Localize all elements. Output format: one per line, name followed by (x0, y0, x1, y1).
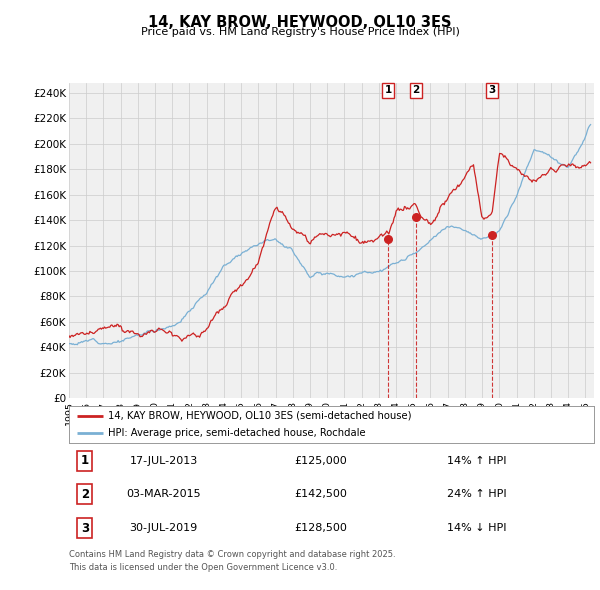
Text: 14, KAY BROW, HEYWOOD, OL10 3ES: 14, KAY BROW, HEYWOOD, OL10 3ES (148, 15, 452, 30)
Text: 3: 3 (80, 522, 89, 535)
Text: 24% ↑ HPI: 24% ↑ HPI (447, 490, 506, 499)
Text: 03-MAR-2015: 03-MAR-2015 (126, 490, 201, 499)
Text: 1: 1 (385, 85, 392, 95)
Text: This data is licensed under the Open Government Licence v3.0.: This data is licensed under the Open Gov… (69, 563, 337, 572)
Text: 2: 2 (80, 488, 89, 501)
Text: £128,500: £128,500 (295, 523, 347, 533)
Text: £125,000: £125,000 (295, 456, 347, 466)
Text: 14% ↓ HPI: 14% ↓ HPI (447, 523, 506, 533)
Text: 17-JUL-2013: 17-JUL-2013 (130, 456, 197, 466)
Text: 30-JUL-2019: 30-JUL-2019 (130, 523, 197, 533)
Text: 14, KAY BROW, HEYWOOD, OL10 3ES (semi-detached house): 14, KAY BROW, HEYWOOD, OL10 3ES (semi-de… (109, 411, 412, 421)
Text: 14% ↑ HPI: 14% ↑ HPI (447, 456, 506, 466)
Point (383, 234, 393, 244)
Text: Price paid vs. HM Land Registry's House Price Index (HPI): Price paid vs. HM Land Registry's House … (140, 28, 460, 37)
Point (487, 230, 497, 240)
Text: 3: 3 (488, 85, 496, 95)
Text: HPI: Average price, semi-detached house, Rochdale: HPI: Average price, semi-detached house,… (109, 428, 366, 438)
Point (412, 212, 421, 222)
Text: 2: 2 (413, 85, 420, 95)
Text: 1: 1 (80, 454, 89, 467)
Text: Contains HM Land Registry data © Crown copyright and database right 2025.: Contains HM Land Registry data © Crown c… (69, 550, 395, 559)
Text: £142,500: £142,500 (295, 490, 347, 499)
